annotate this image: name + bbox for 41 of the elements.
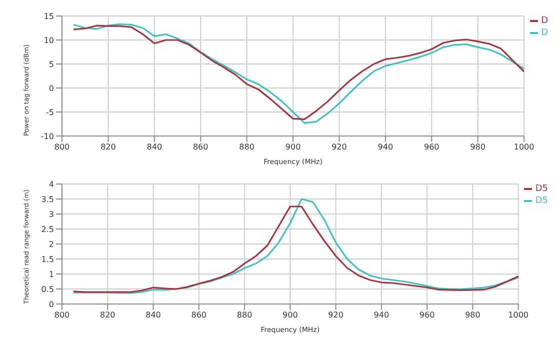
y-tick-label: 0: [48, 300, 54, 309]
x-tick-label: 900: [285, 142, 301, 152]
x-tick-label: 860: [192, 142, 208, 152]
x-tick-label: 820: [100, 310, 116, 320]
x-tick-label: 1000: [514, 142, 534, 152]
x-tick-label: 840: [146, 142, 162, 152]
x-tick-label: 800: [54, 142, 70, 152]
y-tick-label: 3.5: [41, 194, 54, 204]
x-tick-label: 980: [470, 142, 486, 152]
x-tick-label: 800: [54, 310, 70, 320]
x-tick-label: 940: [378, 142, 394, 152]
x-tick-label: 920: [332, 142, 347, 152]
x-tick-label: 860: [191, 310, 207, 320]
x-tick-label: 840: [146, 310, 161, 320]
y-tick-label: 4: [48, 180, 54, 189]
legend-label: D: [541, 16, 548, 26]
y-tick-label: 2: [48, 240, 54, 249]
x-tick-label: 960: [424, 142, 440, 152]
x-tick-label: 940: [374, 310, 390, 320]
y-tick-label: 10: [44, 36, 54, 45]
y-tick-label: 5: [48, 60, 54, 69]
x-tick-label: 960: [419, 310, 435, 320]
y-tick-label: 1: [48, 270, 54, 279]
x-tick-label: 920: [328, 310, 344, 320]
y-tick-label: 0: [48, 84, 54, 93]
y-tick-label: 15: [44, 12, 54, 21]
legend-label: D5: [535, 196, 548, 206]
x-tick-label: 980: [465, 310, 480, 320]
y-tick-label: 1.5: [41, 254, 54, 264]
x-tick-label: 1000: [508, 310, 529, 320]
legend-label: D5: [535, 184, 548, 194]
x-tick-label: 820: [100, 142, 116, 152]
y-tick-label: 3: [48, 210, 54, 219]
legend-label: D: [541, 28, 548, 38]
x-tick-label: 880: [236, 310, 252, 320]
x-tick-label: 900: [282, 310, 298, 320]
x-tick-label: 880: [239, 142, 254, 152]
y-tick-label: 0.5: [41, 284, 54, 294]
y-tick-label: 2.5: [41, 224, 54, 234]
y-tick-label: -5: [46, 108, 54, 117]
y-tick-label: -10: [40, 132, 54, 141]
